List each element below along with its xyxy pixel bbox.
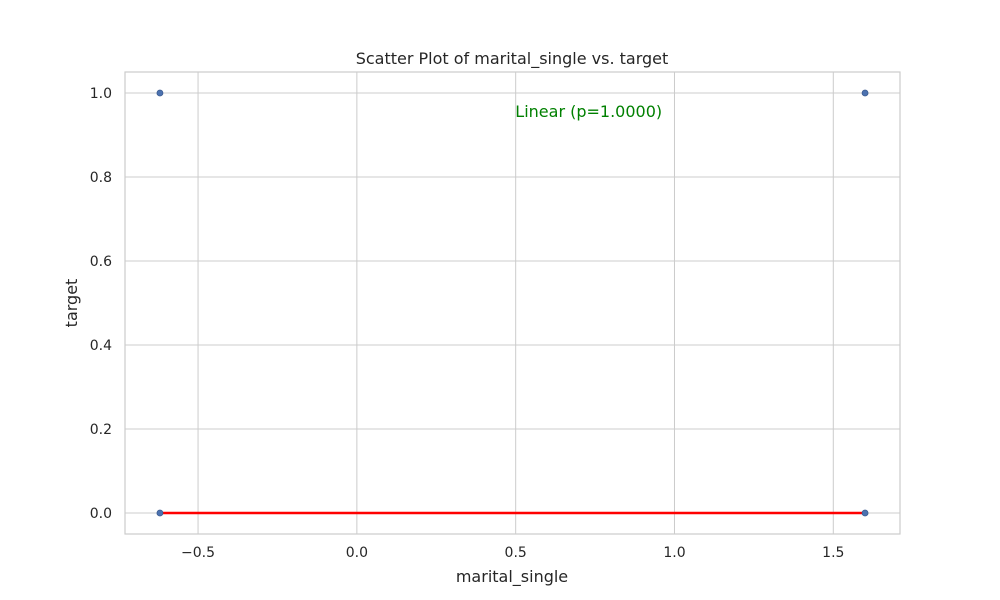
- data-point: [862, 510, 868, 516]
- points-group: [157, 90, 868, 516]
- y-tick-label: 1.0: [90, 86, 112, 102]
- x-tick-label: 0.0: [346, 545, 368, 561]
- y-tick-label: 0.0: [90, 506, 112, 522]
- x-tick-label: 1.5: [822, 545, 844, 561]
- y-tick-label: 0.6: [90, 254, 112, 270]
- plot-frame: [125, 72, 900, 534]
- x-axis-label: marital_single: [456, 567, 568, 587]
- chart-title: Scatter Plot of marital_single vs. targe…: [356, 49, 669, 69]
- x-tick-label: 1.0: [663, 545, 685, 561]
- y-axis-label: target: [62, 279, 81, 328]
- y-tick-label: 0.8: [90, 170, 112, 186]
- data-point: [157, 510, 163, 516]
- y-tick-labels: 0.0 0.2 0.4 0.6 0.8 1.0: [90, 86, 112, 522]
- y-tick-label: 0.4: [90, 338, 112, 354]
- x-tick-labels: −0.5 0.0 0.5 1.0 1.5: [181, 545, 844, 561]
- grid: [125, 72, 900, 534]
- y-tick-label: 0.2: [90, 422, 112, 438]
- data-point: [862, 90, 868, 96]
- data-point: [157, 90, 163, 96]
- x-tick-label: −0.5: [181, 545, 215, 561]
- x-tick-label: 0.5: [505, 545, 527, 561]
- fit-annotation: Linear (p=1.0000): [515, 102, 662, 121]
